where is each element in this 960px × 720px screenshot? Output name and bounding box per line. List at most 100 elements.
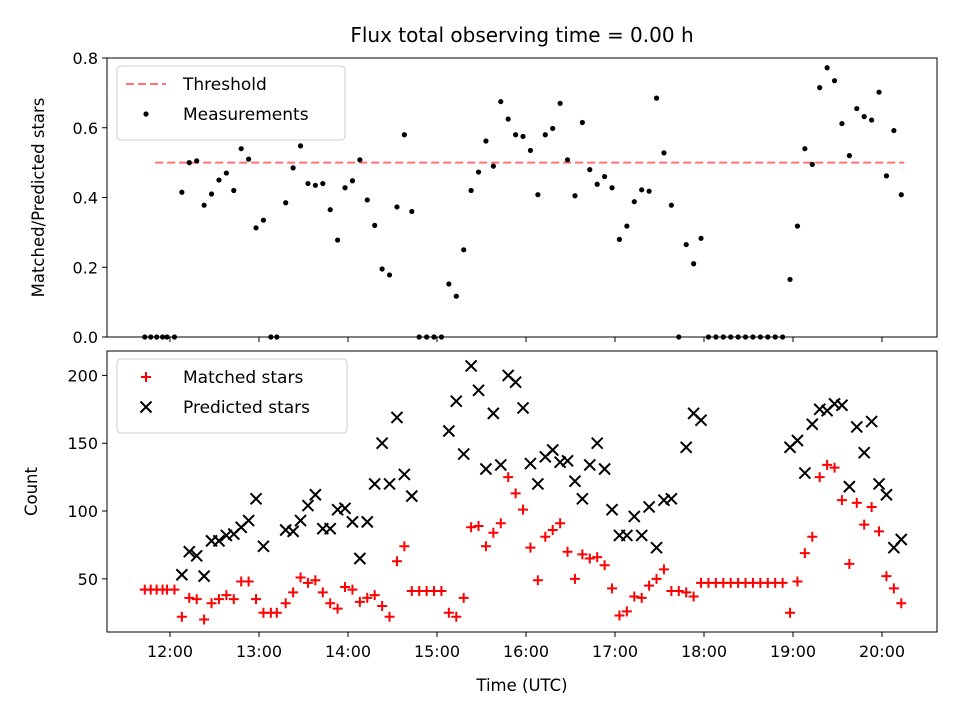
- measurement-point: [327, 207, 333, 213]
- predicted-star-point: [472, 384, 485, 397]
- matched-star-point: [184, 592, 195, 603]
- matched-star-point: [317, 587, 328, 598]
- predicted-star-point: [865, 415, 878, 428]
- measurement-point: [320, 180, 326, 187]
- predicted-star-point: [242, 514, 255, 527]
- matched-star-point: [488, 527, 499, 538]
- matched-star-point: [814, 472, 825, 483]
- matched-star-point: [525, 542, 536, 553]
- measurement-point: [869, 117, 875, 123]
- predicted-star-point: [390, 411, 404, 424]
- matched-star-point: [792, 576, 803, 587]
- y-tick-label: 0.6: [73, 119, 98, 138]
- axes-frame: [106, 57, 938, 338]
- matched-star-point: [644, 580, 655, 591]
- x-tick-label: 14:00: [325, 642, 371, 661]
- measurement-point: [572, 193, 578, 199]
- predicted-star-point: [368, 477, 381, 491]
- matched-star-point: [199, 614, 210, 625]
- measurement-point: [624, 223, 630, 229]
- matched-star-point: [888, 583, 899, 594]
- measurement-point: [290, 165, 296, 171]
- measurement-point: [587, 167, 593, 173]
- matched-star-point: [629, 591, 640, 602]
- measurement-point: [475, 169, 482, 175]
- matched-star-point: [480, 541, 491, 552]
- measurement-point: [668, 202, 674, 208]
- matched-star-point: [532, 575, 543, 586]
- measurement-point: [891, 127, 897, 134]
- measurement-point: [231, 187, 237, 194]
- matched-star-point: [569, 573, 580, 584]
- predicted-star-point: [524, 457, 537, 470]
- matched-star-point: [651, 573, 662, 584]
- measurement-point: [809, 161, 815, 167]
- measurement-point: [461, 247, 467, 253]
- predicted-star-point: [598, 462, 611, 476]
- measurement-point: [342, 185, 348, 191]
- matched-star-point: [836, 495, 847, 506]
- predicted-star-point: [257, 540, 270, 553]
- predicted-star-point: [546, 443, 559, 457]
- matched-star-point: [673, 586, 684, 597]
- matched-star-point: [377, 600, 388, 611]
- matched-star-point: [503, 472, 514, 483]
- matched-star-point: [785, 607, 796, 618]
- measurement-point: [498, 98, 504, 105]
- predicted-star-point: [487, 407, 500, 420]
- matched-star-point: [555, 518, 566, 529]
- y-tick-label: 50: [78, 570, 98, 589]
- measurement-point: [520, 133, 526, 140]
- y-tick-label: 100: [67, 502, 98, 521]
- matched-star-point: [251, 594, 262, 605]
- matched-star-point: [295, 572, 306, 583]
- measurement-point: [817, 85, 823, 91]
- predicted-star-point: [494, 458, 507, 472]
- matched-star-point: [540, 531, 551, 542]
- measurement-point: [661, 150, 667, 156]
- x-tick-label: 16:00: [503, 642, 549, 661]
- matched-star-point: [859, 519, 870, 530]
- matched-star-point: [191, 594, 202, 605]
- measurement-point: [550, 125, 556, 132]
- bottom-panel: 12:00 13:00 14:00 15:00 16:00 17:00 18:00 19:00…: [22, 350, 938, 661]
- predicted-star-point: [353, 552, 367, 565]
- x-tick-label: 17:00: [592, 642, 638, 661]
- matched-star-point: [881, 571, 892, 582]
- legend-predicted-swatch: [139, 400, 153, 414]
- predicted-star-point: [309, 488, 322, 501]
- measurement-point: [208, 191, 215, 197]
- measurement-point: [557, 100, 563, 106]
- legend-label: Matched stars: [183, 368, 303, 388]
- matched-star-point: [369, 590, 380, 601]
- matched-star-point: [866, 501, 877, 512]
- matched-star-point: [466, 522, 477, 533]
- predicted-star-point: [457, 447, 470, 461]
- measurement-point: [201, 202, 207, 208]
- measurement-point: [616, 236, 623, 242]
- measurement-point: [854, 105, 860, 112]
- measurement-point: [594, 181, 600, 187]
- predicted-star-point: [628, 510, 641, 523]
- measurement-point: [646, 188, 652, 194]
- measurement-point: [602, 173, 608, 180]
- legend: Threshold Measurements: [116, 65, 346, 141]
- measurement-point: [401, 132, 407, 138]
- x-tick-label: 15:00: [414, 642, 460, 661]
- matched-star-point: [176, 611, 187, 622]
- measurement-point: [453, 293, 459, 299]
- predicted-star-point: [249, 492, 263, 506]
- measurement-point: [312, 182, 318, 188]
- predicted-star-point: [294, 514, 307, 527]
- matched-star-point: [495, 518, 506, 529]
- legend-label: Threshold: [182, 75, 267, 95]
- measurement-point: [535, 192, 541, 198]
- measurement-point: [683, 241, 689, 248]
- legend-box: [116, 65, 346, 141]
- predicted-star-point: [806, 418, 819, 431]
- matched-star-point: [577, 549, 588, 560]
- predicted-star-point: [479, 462, 493, 476]
- measurement-point: [639, 187, 645, 193]
- measurement-point: [898, 192, 904, 198]
- measurement-point: [483, 138, 489, 144]
